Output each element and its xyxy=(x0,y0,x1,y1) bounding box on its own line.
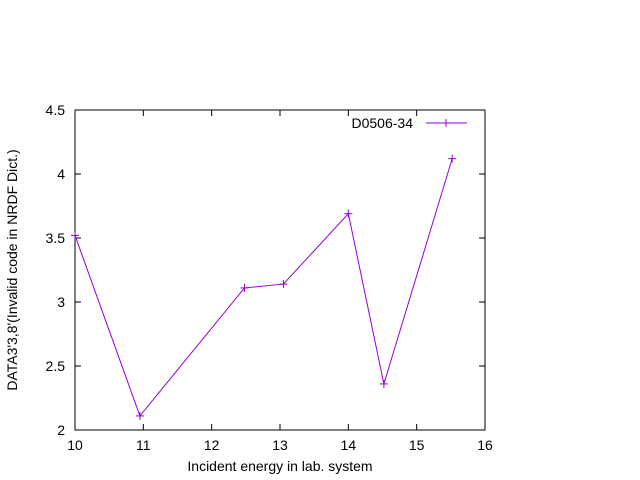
x-tick-label: 14 xyxy=(341,437,357,453)
y-tick-label: 2.5 xyxy=(46,358,66,374)
data-point xyxy=(279,280,288,289)
x-tick-label: 12 xyxy=(204,437,220,453)
y-tick-label: 3.5 xyxy=(46,230,66,246)
x-tick-label: 13 xyxy=(272,437,288,453)
data-point xyxy=(240,283,249,292)
x-tick-labels: 10 11 12 13 14 15 16 xyxy=(67,437,493,453)
series-line xyxy=(74,158,453,417)
y-tick-labels: 2 2.5 3 3.5 4 4.5 xyxy=(46,102,66,438)
data-point xyxy=(448,154,457,163)
x-tick-label: 16 xyxy=(477,437,493,453)
data-point xyxy=(135,411,144,420)
data-point xyxy=(71,231,79,240)
data-point xyxy=(344,209,353,218)
legend: D0506-34 xyxy=(352,115,467,131)
x-tick-label: 15 xyxy=(409,437,425,453)
y-tick-label: 4.5 xyxy=(46,102,66,118)
y-axis-title: DATA3'3,8'(Invalid code in NRDF Dict.) xyxy=(4,149,20,390)
axis-ticks xyxy=(74,109,486,431)
legend-marker-plus xyxy=(442,119,450,127)
x-axis-title: Incident energy in lab. system xyxy=(187,458,372,474)
y-tick-label: 3 xyxy=(57,294,65,310)
x-tick-label: 10 xyxy=(67,437,83,453)
series-layer xyxy=(71,154,457,420)
y-tick-label: 2 xyxy=(57,422,65,438)
y-tick-label: 4 xyxy=(57,166,65,182)
data-point xyxy=(379,379,388,388)
x-tick-label: 11 xyxy=(136,437,151,453)
legend-label: D0506-34 xyxy=(352,115,414,131)
plot-frame xyxy=(74,109,486,431)
legend-marker xyxy=(442,119,450,127)
